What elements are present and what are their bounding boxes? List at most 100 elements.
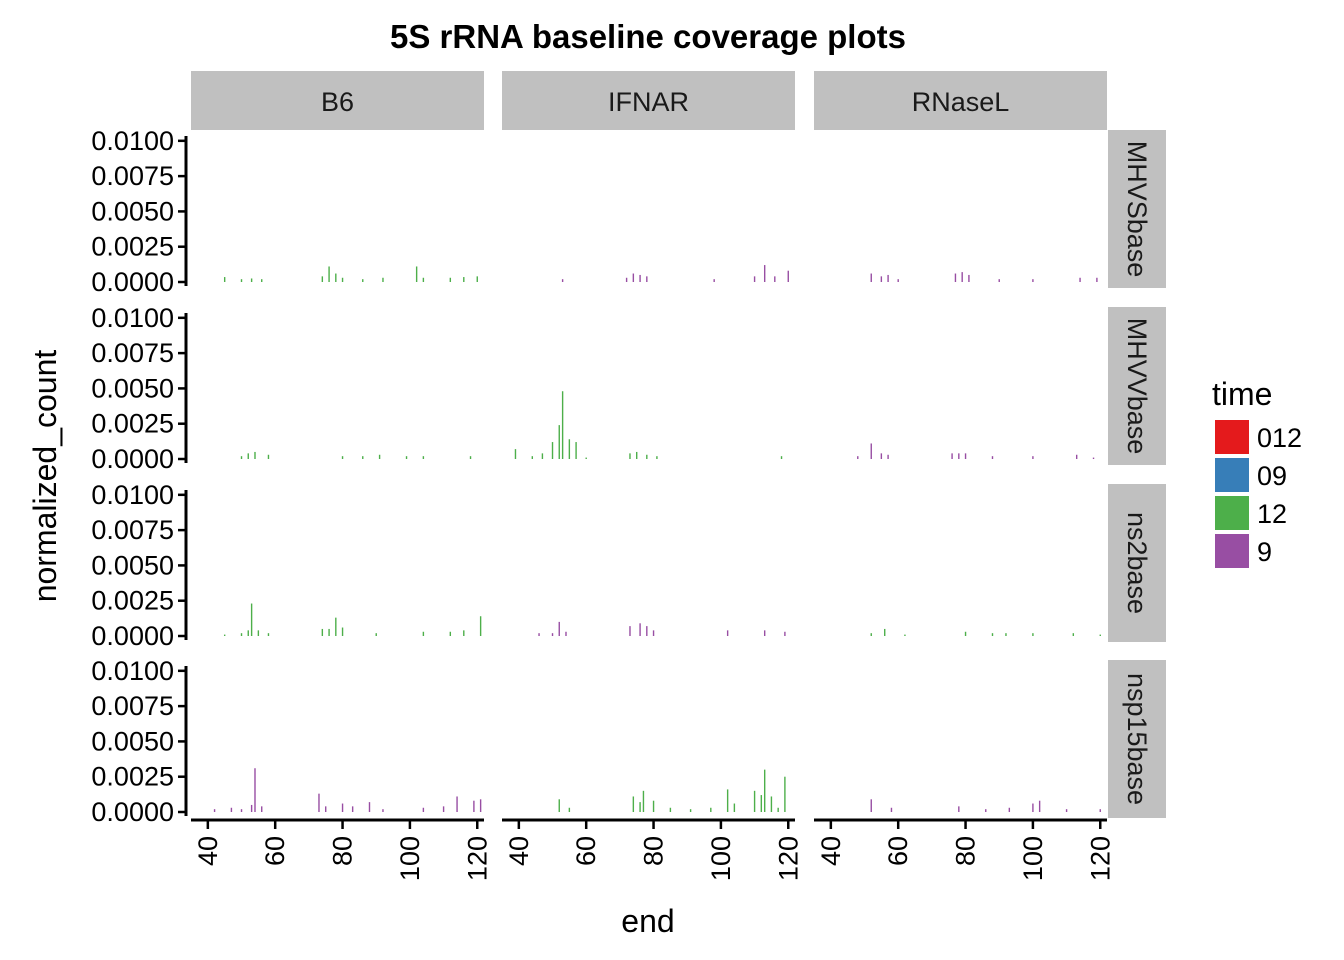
bar xyxy=(1079,277,1081,282)
bar xyxy=(250,603,253,636)
x-tick-label: 100 xyxy=(1018,836,1048,881)
bar xyxy=(1032,803,1034,812)
bar xyxy=(415,266,418,282)
y-tick-label: 0.0100 xyxy=(91,656,174,686)
bar xyxy=(240,809,243,812)
bar xyxy=(247,453,249,459)
bar xyxy=(770,796,773,812)
bar xyxy=(689,809,692,812)
bar xyxy=(541,453,544,459)
bar xyxy=(479,616,482,636)
bar xyxy=(254,768,256,812)
bar xyxy=(642,790,645,812)
bar xyxy=(991,456,994,459)
chart-title: 5S rRNA baseline coverage plots xyxy=(390,18,906,55)
legend-swatch xyxy=(1215,534,1249,568)
bar xyxy=(763,630,766,636)
bar xyxy=(223,634,226,636)
bar xyxy=(632,273,635,282)
bar xyxy=(646,276,648,282)
bar xyxy=(964,631,967,636)
bar xyxy=(713,279,715,282)
bar xyxy=(656,456,658,459)
x-tick-label: 100 xyxy=(706,836,736,881)
bar xyxy=(784,776,786,812)
bar xyxy=(774,276,776,282)
bar xyxy=(405,456,408,459)
bar xyxy=(760,795,763,812)
bar xyxy=(1008,807,1011,812)
bar xyxy=(449,631,452,636)
row-strip-label: ns2base xyxy=(1122,512,1152,614)
bar xyxy=(267,454,270,459)
y-tick-label: 0.0050 xyxy=(91,550,174,580)
bar xyxy=(267,633,270,636)
bar xyxy=(341,277,344,282)
bar xyxy=(639,802,641,812)
bar xyxy=(463,630,465,636)
bar xyxy=(1099,809,1101,812)
bar xyxy=(968,274,970,282)
y-tick-label: 0.0100 xyxy=(91,480,174,510)
bar xyxy=(726,789,729,812)
legend: time 012 09 12 9 xyxy=(1212,376,1302,568)
y-tick-label: 0.0000 xyxy=(91,797,174,827)
bar xyxy=(585,457,587,459)
bar xyxy=(261,279,263,282)
x-tick-label: 80 xyxy=(328,836,358,866)
bar xyxy=(1099,634,1101,636)
bar xyxy=(514,449,517,459)
bar xyxy=(254,451,256,459)
y-tick-label: 0.0050 xyxy=(91,196,174,226)
bar xyxy=(476,276,478,282)
bar xyxy=(328,628,330,636)
x-tick-label: 40 xyxy=(816,836,846,866)
bar xyxy=(629,453,631,459)
row-strip-label: MHVVbase xyxy=(1122,318,1152,455)
x-tick-label: 40 xyxy=(504,836,534,866)
bar xyxy=(362,279,364,282)
x-axis-title: end xyxy=(621,903,674,939)
y-tick-label: 0.0050 xyxy=(91,373,174,403)
y-tick-label: 0.0100 xyxy=(91,126,174,156)
bar xyxy=(341,456,344,459)
bar xyxy=(904,634,906,636)
panel-mhvsbase-rnasel xyxy=(870,272,1098,282)
bar xyxy=(954,273,957,282)
y-tick-label: 0.0075 xyxy=(91,691,174,721)
bar xyxy=(646,454,648,459)
row-strip-ns2base xyxy=(1108,484,1166,642)
panels-layer: B6 IFNAR RNaseL MHVSbase MHVVbase ns2base nsp1… xyxy=(91,71,1166,881)
panel-nsp15base-rnasel xyxy=(870,799,1101,812)
y-tick-label: 0.0025 xyxy=(91,762,174,792)
bar xyxy=(449,277,452,282)
bar xyxy=(787,270,789,282)
bar xyxy=(375,633,377,636)
y-tick-label: 0.0075 xyxy=(91,515,174,545)
column-strip-b6 xyxy=(191,71,484,130)
bar xyxy=(463,277,465,282)
panel-mhvvbase-b6 xyxy=(240,451,472,459)
bar xyxy=(733,803,736,812)
bar xyxy=(1072,633,1075,636)
bar xyxy=(479,799,482,812)
row-strip-label: MHVSbase xyxy=(1122,141,1152,278)
bar xyxy=(763,265,766,282)
bar xyxy=(784,631,786,636)
bar xyxy=(870,799,872,812)
bar xyxy=(565,631,567,636)
bar xyxy=(1032,456,1034,459)
x-tick-label: 80 xyxy=(639,836,669,866)
bar xyxy=(247,630,249,636)
row-strip-mhvsbase xyxy=(1108,130,1166,288)
bar xyxy=(325,806,327,812)
bar xyxy=(456,796,458,812)
legend-label: 12 xyxy=(1257,499,1287,529)
bar xyxy=(753,276,756,282)
panel-mhvvbase-ifnar xyxy=(514,391,783,459)
bar xyxy=(870,443,872,459)
row-strip-label: nsp15base xyxy=(1122,673,1152,805)
legend-swatch xyxy=(1215,420,1249,454)
bar xyxy=(538,633,540,636)
